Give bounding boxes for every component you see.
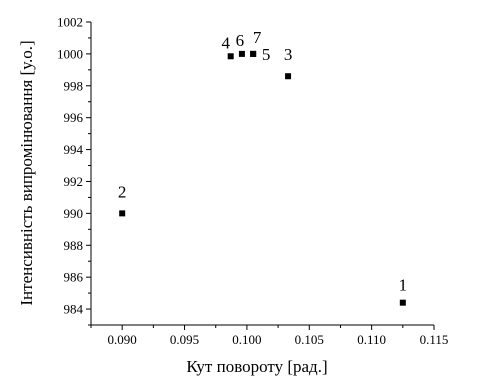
data-point <box>227 53 234 60</box>
y-tick-label: 1000 <box>57 46 83 61</box>
point-label: 5 <box>262 45 271 64</box>
x-tick-label: 0.090 <box>108 332 137 347</box>
ticks <box>86 21 435 330</box>
point-label: 1 <box>399 276 408 295</box>
x-axis-title: Кут повороту [рад.] <box>186 357 327 376</box>
y-tick-label: 996 <box>64 110 84 125</box>
axes <box>90 22 434 326</box>
data-point <box>399 299 406 306</box>
x-tick-label: 0.105 <box>295 332 324 347</box>
x-tick-label: 0.110 <box>357 332 386 347</box>
data-point <box>285 73 292 80</box>
y-tick-label: 990 <box>64 206 84 221</box>
data-points <box>119 50 406 306</box>
data-point <box>250 50 257 57</box>
y-tick-label: 992 <box>64 174 84 189</box>
point-label: 7 <box>253 28 262 47</box>
x-tick-label: 0.095 <box>170 332 199 347</box>
x-tick-label: 0.100 <box>232 332 261 347</box>
point-label: 2 <box>118 182 127 201</box>
point-label: 4 <box>221 33 230 52</box>
y-tick-label: 986 <box>64 270 84 285</box>
x-tick-label: 0.115 <box>420 332 449 347</box>
y-tick-label: 988 <box>64 238 84 253</box>
data-point <box>238 50 245 57</box>
y-axis-title: Інтенсивність випромінювання [у.о.] <box>17 40 36 305</box>
data-point <box>119 210 126 217</box>
point-labels: 1 2 3 4 56 7 <box>118 28 407 295</box>
point-label: 3 <box>284 45 293 64</box>
tick-labels: 0.090 0.095 0.100 0.105 0.110 0.115 984 986 988 9… <box>57 15 448 348</box>
y-tick-label: 1002 <box>57 15 83 30</box>
y-tick-label: 984 <box>64 302 84 317</box>
y-tick-label: 998 <box>64 78 84 93</box>
y-tick-label: 994 <box>64 142 84 157</box>
point-label: 6 <box>236 31 245 50</box>
